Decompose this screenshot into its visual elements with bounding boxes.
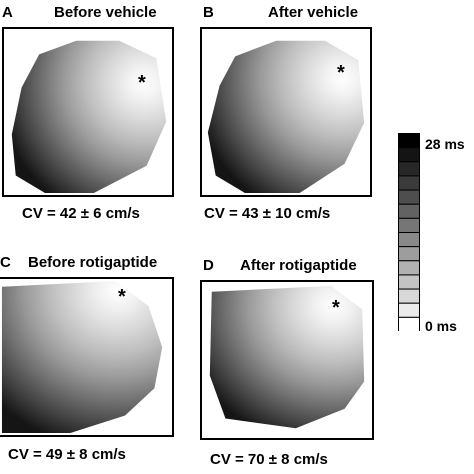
panel-letter-d: D [203,257,214,274]
panel-title-d: After rotigaptide [240,257,357,274]
scale-step-10 [398,274,420,290]
color-scale-svg [398,133,420,333]
scale-step-2 [398,161,420,177]
scale-step-4 [398,189,420,205]
scale-step-7 [398,232,420,248]
scale-step-13 [398,316,420,333]
activation-map-a: * [2,27,174,197]
pacing-site-marker-c: * [118,286,126,308]
panel-title-c: Before rotigaptide [28,254,158,271]
panel-title-a: Before vehicle [54,4,157,21]
scale-step-8 [398,246,420,262]
isochrone-map-d [209,285,365,429]
scale-step-3 [398,175,420,191]
activation-map-d: * [200,280,374,440]
isochrone-map-b [207,40,365,194]
conduction-velocity-d: CV = 70 ± 8 cm/s [210,451,328,468]
panel-title-b: After vehicle [268,4,359,21]
conduction-velocity-a: CV = 42 ± 6 cm/s [22,205,140,222]
conduction-velocity-b: CV = 43 ± 10 cm/s [204,205,331,222]
scale-step-12 [398,302,420,318]
scale-step-0 [398,133,420,149]
conduction-velocity-c: CV = 49 ± 8 cm/s [8,446,126,463]
activation-map-b: * [200,27,372,197]
activation-time-color-scale [398,133,420,333]
panel-letter-b: B [203,4,214,21]
panel-letter-c: C [0,254,11,271]
scale-min-label: 0 ms [425,318,457,334]
scale-step-6 [398,217,420,233]
isochrone-map-a [11,40,167,194]
pacing-site-marker-d: * [332,297,340,319]
activation-map-c: * [0,277,174,437]
pacing-site-marker-a: * [138,72,146,94]
scale-step-5 [398,203,420,219]
pacing-site-marker-b: * [337,62,345,84]
panel-letter-a: A [2,4,13,21]
scale-max-label: 28 ms [425,136,465,152]
isochrone-map-c [1,280,163,434]
scale-step-11 [398,288,420,304]
scale-step-9 [398,260,420,276]
scale-step-1 [398,147,420,163]
